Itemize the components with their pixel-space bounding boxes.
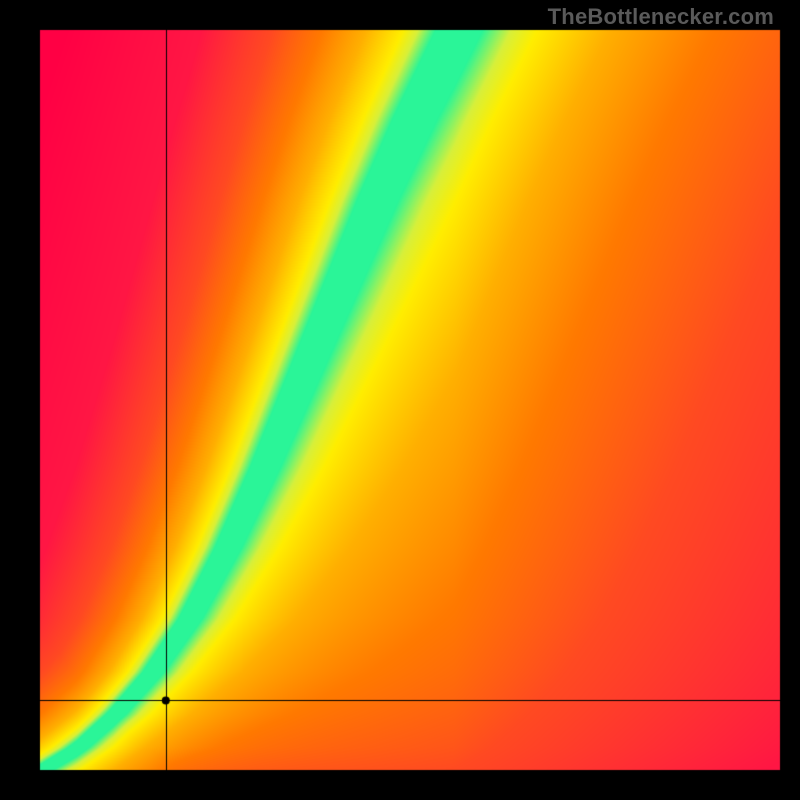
- watermark-label: TheBottlenecker.com: [548, 4, 774, 30]
- bottleneck-heatmap: [0, 0, 800, 800]
